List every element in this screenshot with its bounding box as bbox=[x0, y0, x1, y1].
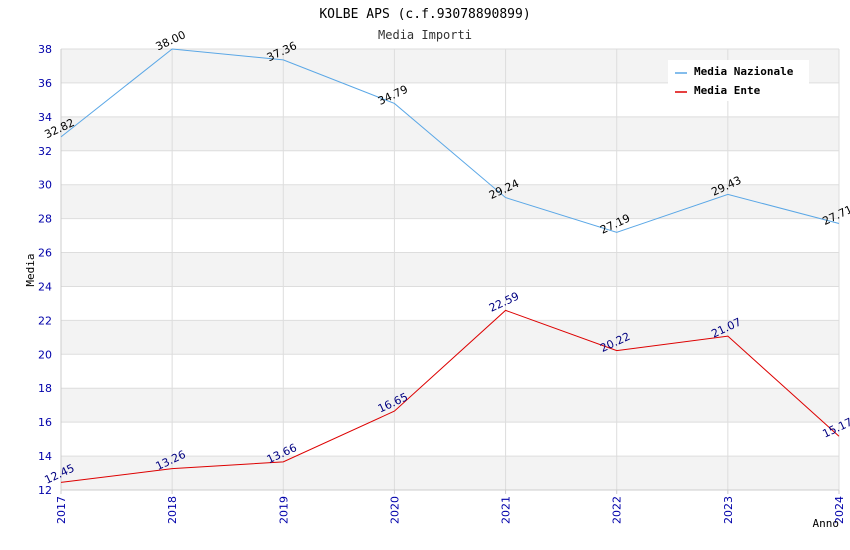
series-lines bbox=[60, 48, 840, 483]
y-tick-label: 38 bbox=[38, 43, 52, 56]
legend-label-media-nazionale: Media Nazionale bbox=[694, 65, 794, 78]
legend-box bbox=[668, 60, 809, 101]
x-tick-label: 2018 bbox=[166, 496, 179, 524]
x-tick-label: 2019 bbox=[277, 496, 290, 524]
grid-band bbox=[61, 116, 839, 151]
y-tick-label: 26 bbox=[38, 247, 52, 260]
data-label: 34.79 bbox=[376, 83, 410, 108]
y-tick-label: 24 bbox=[38, 280, 52, 293]
y-tick-label: 18 bbox=[38, 382, 52, 395]
y-tick-label: 30 bbox=[38, 179, 52, 192]
x-tick-label: 2024 bbox=[833, 496, 846, 524]
x-axis-ticks: 2017 2018 2019 2020 2021 2022 2023 2024 bbox=[55, 490, 846, 524]
y-tick-label: 36 bbox=[38, 77, 52, 90]
chart-title: KOLBE APS (c.f.93078890899) bbox=[319, 7, 530, 22]
series-line-1 bbox=[60, 309, 840, 483]
x-tick-label: 2021 bbox=[500, 496, 513, 524]
x-axis-label: Anno bbox=[813, 517, 840, 530]
chart-subtitle: Media Importi bbox=[378, 28, 472, 42]
y-tick-label: 22 bbox=[38, 314, 52, 327]
y-axis-ticks: 12 14 16 18 20 22 24 26 28 30 32 34 36 38 bbox=[38, 43, 52, 497]
y-tick-label: 14 bbox=[38, 450, 52, 463]
data-label: 22.59 bbox=[487, 290, 521, 315]
legend: Media Nazionale Media Ente bbox=[668, 60, 809, 101]
series-line-0 bbox=[60, 48, 840, 233]
legend-label-media-ente: Media Ente bbox=[694, 84, 761, 97]
grid-band bbox=[61, 184, 839, 219]
grid-bands bbox=[61, 49, 839, 490]
grid-band bbox=[61, 252, 839, 287]
x-tick-label: 2020 bbox=[388, 496, 401, 524]
grid-band bbox=[61, 320, 839, 355]
y-axis-label: Media bbox=[24, 253, 37, 286]
y-tick-label: 16 bbox=[38, 416, 52, 429]
y-tick-label: 34 bbox=[38, 111, 52, 124]
grid-band bbox=[61, 388, 839, 423]
x-tick-label: 2017 bbox=[55, 496, 68, 524]
y-tick-label: 32 bbox=[38, 145, 52, 158]
y-tick-label: 20 bbox=[38, 348, 52, 361]
y-tick-label: 12 bbox=[38, 484, 52, 497]
x-tick-label: 2022 bbox=[611, 496, 624, 524]
y-tick-label: 28 bbox=[38, 213, 52, 226]
x-tick-label: 2023 bbox=[722, 496, 735, 524]
grid-band bbox=[61, 456, 839, 490]
